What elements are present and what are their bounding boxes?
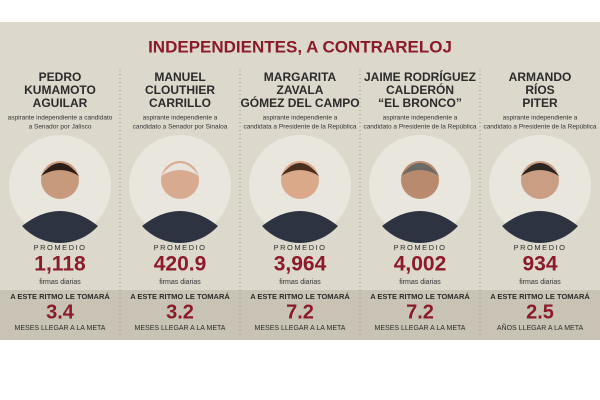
candidate-name: CARRILLO xyxy=(149,96,211,110)
candidate-description: aspirante independiente a xyxy=(383,115,458,122)
time-value: 2.5 xyxy=(526,301,554,323)
average-unit: firmas diarias xyxy=(519,279,561,286)
candidate-description: aspirante independiente a xyxy=(263,115,338,122)
photo-hair xyxy=(161,163,199,176)
candidate-name: PEDRO xyxy=(39,70,82,84)
candidate-description: a Senador por Jalisco xyxy=(29,124,92,131)
photo-body xyxy=(502,211,578,243)
photo-body xyxy=(382,211,458,243)
candidate-name: ZAVALA xyxy=(277,83,324,97)
photo-hair xyxy=(401,163,439,176)
average-label: PROMEDIO xyxy=(274,243,327,252)
average-value: 4,002 xyxy=(394,253,447,276)
time-value: 7.2 xyxy=(286,301,314,323)
pace-label: A ESTE RITMO LE TOMARÁ xyxy=(10,292,110,301)
pace-label: A ESTE RITMO LE TOMARÁ xyxy=(250,292,350,301)
average-unit: firmas diarias xyxy=(279,279,321,286)
photo-body xyxy=(142,211,218,243)
average-value: 3,964 xyxy=(274,253,327,276)
photo-body xyxy=(22,211,98,243)
time-unit: MESES LLEGAR A LA META xyxy=(375,325,466,332)
title: INDEPENDIENTES, A CONTRARELOJ xyxy=(148,37,452,56)
time-value: 3.4 xyxy=(46,301,75,323)
candidate-name: CALDERÓN xyxy=(386,82,454,97)
time-value: 7.2 xyxy=(406,301,434,323)
photo-hair xyxy=(41,163,79,176)
candidate-description: aspirante independiente a candidato xyxy=(8,115,113,122)
candidate-name: MARGARITA xyxy=(264,70,337,84)
candidate-name: ARMANDO xyxy=(509,70,572,84)
candidate-description: candidata a Presidente de la República xyxy=(243,124,356,131)
candidate-name: MANUEL xyxy=(154,70,205,84)
candidate-name: CLOUTHIER xyxy=(145,83,215,97)
photo-hair xyxy=(521,163,559,176)
average-unit: firmas diarias xyxy=(399,279,441,286)
candidate-name: RÍOS xyxy=(525,82,554,97)
candidate-description: aspirante independiente a xyxy=(143,115,218,122)
time-unit: MESES LLEGAR A LA META xyxy=(255,325,346,332)
time-value: 3.2 xyxy=(166,301,194,323)
time-unit: MESES LLEGAR A LA META xyxy=(135,325,226,332)
average-label: PROMEDIO xyxy=(34,243,87,252)
candidate-description: candidato a Presidente de la República xyxy=(363,124,476,131)
candidate-description: candidato a Senador por Sinaloa xyxy=(133,124,228,131)
pace-label: A ESTE RITMO LE TOMARÁ xyxy=(490,292,590,301)
candidate-description: aspirante independiente a xyxy=(503,115,578,122)
candidate-description: candidato a Presidente de la República xyxy=(483,124,596,131)
bottom-band xyxy=(0,290,600,340)
candidate-name: PITER xyxy=(522,96,558,110)
average-value: 1,118 xyxy=(34,253,86,276)
pace-label: A ESTE RITMO LE TOMARÁ xyxy=(130,292,230,301)
photo-body xyxy=(262,211,338,243)
average-value: 420.9 xyxy=(154,253,207,276)
average-label: PROMEDIO xyxy=(154,243,207,252)
candidate-name: “EL BRONCO” xyxy=(378,96,462,110)
average-unit: firmas diarias xyxy=(39,279,81,286)
time-unit: MESES LLEGAR A LA META xyxy=(15,325,106,332)
average-unit: firmas diarias xyxy=(159,279,201,286)
candidate-name: JAIME RODRÍGUEZ xyxy=(364,69,476,84)
average-label: PROMEDIO xyxy=(514,243,567,252)
average-label: PROMEDIO xyxy=(394,243,447,252)
photo-hair xyxy=(281,163,319,176)
candidate-name: KUMAMOTO xyxy=(24,83,96,97)
average-value: 934 xyxy=(522,253,557,276)
time-unit: AÑOS LLEGAR A LA META xyxy=(497,323,584,332)
candidate-name: AGUILAR xyxy=(33,96,88,110)
candidate-name: GÓMEZ DEL CAMPO xyxy=(240,95,359,110)
pace-label: A ESTE RITMO LE TOMARÁ xyxy=(370,292,470,301)
